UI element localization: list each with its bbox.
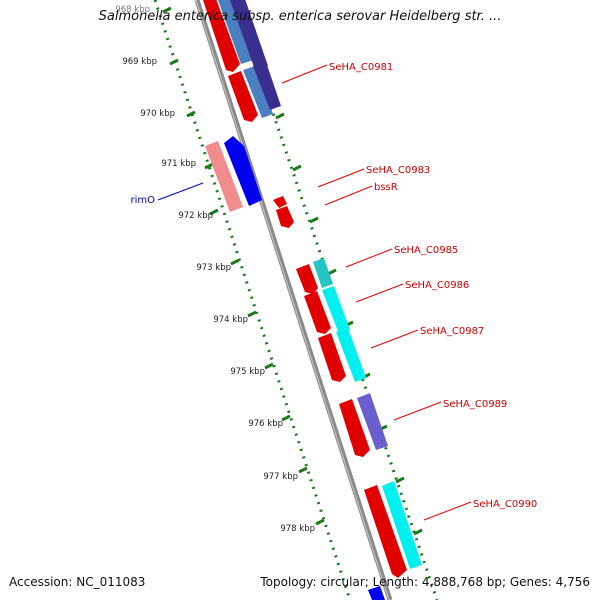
kbp-label: 977 kbp bbox=[263, 472, 298, 482]
rimO-connector bbox=[157, 182, 204, 201]
gene-label[interactable]: bssR bbox=[374, 182, 398, 193]
gene-cyan-2[interactable] bbox=[322, 286, 350, 334]
gene-red-6[interactable] bbox=[339, 399, 370, 457]
gene-small-red-1[interactable] bbox=[273, 196, 287, 208]
gene-blue-3[interactable] bbox=[224, 136, 262, 206]
genome-backbone bbox=[194, 0, 393, 600]
gene-label[interactable]: SeHA_C0981 bbox=[329, 62, 393, 73]
gene-red-7[interactable] bbox=[364, 485, 407, 578]
inner-ruler-line bbox=[153, 0, 352, 600]
gene-cyan-3[interactable] bbox=[336, 328, 366, 382]
gene-label[interactable]: SeHA_C0989 bbox=[443, 399, 507, 410]
inner-ruler-ticks bbox=[162, 6, 325, 526]
kbp-labels: 968 kbp 969 kbp 970 kbp 971 kbp 972 kbp … bbox=[115, 5, 315, 534]
kbp-label: 971 kbp bbox=[161, 159, 196, 169]
kbp-label: 973 kbp bbox=[196, 263, 231, 273]
gene-blue-1[interactable] bbox=[218, 0, 254, 64]
gene-cyan-1[interactable] bbox=[313, 258, 333, 288]
gene-label[interactable]: SeHA_C0985 bbox=[394, 245, 458, 256]
genome-title: Salmonella enterica subsp. enterica sero… bbox=[98, 9, 502, 24]
gene-red-4[interactable] bbox=[304, 291, 331, 334]
kbp-label: 974 kbp bbox=[213, 315, 248, 325]
kbp-label: 975 kbp bbox=[230, 367, 265, 377]
kbp-label: 978 kbp bbox=[280, 524, 315, 534]
gene-pink-rimO[interactable] bbox=[205, 141, 243, 212]
gene-label[interactable]: SeHA_C0987 bbox=[420, 326, 484, 337]
genome-summary-text: Topology: circular; Length: 4,888,768 bp… bbox=[260, 575, 590, 589]
gene-purple-1[interactable] bbox=[357, 393, 388, 450]
gene-navy-1[interactable] bbox=[230, 0, 268, 70]
gene-features bbox=[203, 0, 422, 600]
kbp-label: 970 kbp bbox=[140, 109, 175, 119]
gene-blue-4[interactable] bbox=[368, 586, 385, 600]
label-connectors bbox=[281, 64, 472, 521]
gene-red-1[interactable] bbox=[203, 0, 240, 72]
kbp-label: 972 kbp bbox=[178, 211, 213, 221]
kbp-label: 968 kbp bbox=[115, 5, 150, 15]
accession-text: Accession: NC_011083 bbox=[9, 575, 146, 589]
gene-cyan-4[interactable] bbox=[382, 481, 422, 569]
gene-label[interactable]: SeHA_C0986 bbox=[405, 280, 469, 291]
gene-navy-2[interactable] bbox=[253, 62, 281, 110]
kbp-label: 976 kbp bbox=[248, 419, 283, 429]
gene-red-3[interactable] bbox=[296, 264, 318, 294]
gene-labels: SeHA_C0981 SeHA_C0983 bssR SeHA_C0985 Se… bbox=[130, 62, 537, 510]
outer-ruler-ticks bbox=[257, 59, 423, 536]
kbp-label: 969 kbp bbox=[122, 57, 157, 67]
gene-label[interactable]: SeHA_C0990 bbox=[473, 499, 537, 510]
gene-red-2[interactable] bbox=[228, 71, 258, 122]
gene-red-5[interactable] bbox=[318, 333, 346, 382]
gene-blue-2[interactable] bbox=[243, 66, 273, 118]
gene-label-rimO[interactable]: rimO bbox=[130, 195, 155, 206]
gene-bssR[interactable] bbox=[276, 206, 294, 228]
gene-label[interactable]: SeHA_C0983 bbox=[366, 165, 430, 176]
